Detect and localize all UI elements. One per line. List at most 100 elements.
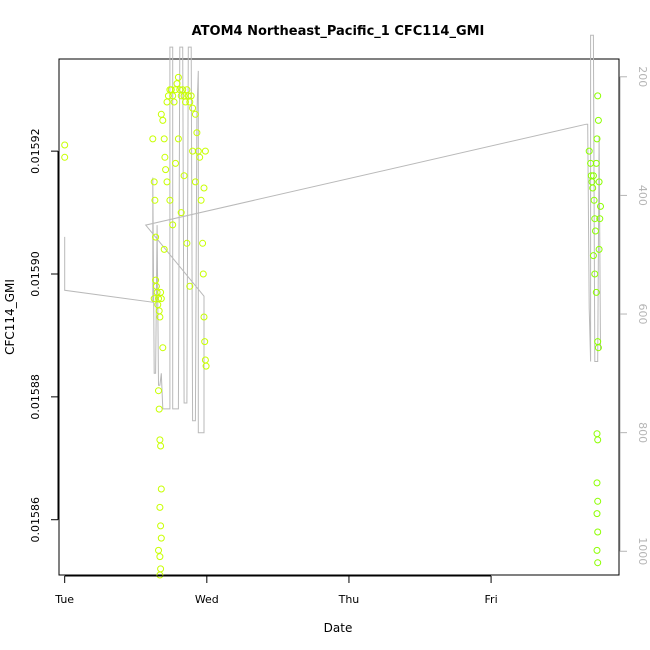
data-point: [594, 436, 602, 444]
y-tick-label: 0.01588: [29, 374, 42, 420]
data-point: [597, 202, 604, 210]
data-point: [594, 92, 602, 100]
data-point: [593, 479, 601, 487]
data-point: [595, 178, 603, 186]
data-point: [177, 92, 185, 100]
plot-frame: [58, 58, 620, 576]
y2-axis: 200 400 600 800 1000: [619, 66, 649, 565]
data-point: [196, 153, 204, 161]
data-point: [157, 565, 165, 573]
data-point: [594, 528, 602, 536]
data-point: [162, 166, 170, 174]
data-point: [173, 80, 181, 88]
data-point: [170, 98, 178, 106]
y2-tick-label: 1000: [636, 537, 649, 565]
data-point: [166, 196, 174, 204]
data-point: [152, 233, 160, 241]
data-point: [596, 215, 604, 223]
data-point: [159, 344, 167, 352]
data-point: [150, 178, 158, 186]
data-point: [595, 245, 603, 253]
data-point: [183, 86, 191, 94]
data-point: [193, 129, 201, 137]
data-point: [201, 147, 209, 155]
y-axis-label: CFC114_GMI: [3, 279, 17, 355]
data-point: [592, 227, 599, 235]
data-point: [189, 147, 197, 155]
data-point: [177, 209, 185, 217]
data-point: [163, 98, 171, 106]
y2-tick-label: 800: [636, 422, 649, 443]
data-point: [202, 362, 210, 370]
data-point: [155, 405, 163, 413]
data-point: [187, 92, 195, 100]
y-tick-label: 0.01590: [29, 251, 42, 297]
data-point: [191, 178, 199, 186]
data-point: [589, 184, 597, 192]
data-point: [149, 135, 157, 143]
data-point: [593, 510, 601, 518]
data-point: [180, 172, 188, 180]
data-point: [585, 147, 593, 155]
data-point: [172, 159, 179, 167]
y2-tick-label: 400: [636, 185, 649, 206]
data-point: [594, 559, 602, 567]
y2-tick-label: 600: [636, 304, 649, 325]
data-point: [156, 553, 164, 561]
data-point: [164, 92, 172, 100]
data-point: [182, 98, 189, 106]
data-point: [150, 295, 158, 303]
data-point: [151, 196, 159, 204]
y-tick-label: 0.01592: [29, 128, 42, 174]
data-point: [590, 196, 598, 204]
y-tick-label: 0.01586: [29, 497, 42, 543]
data-point: [157, 534, 165, 542]
data-point: [591, 215, 599, 223]
data-point: [157, 522, 165, 530]
data-point: [163, 178, 171, 186]
data-point: [160, 135, 168, 143]
data-point: [200, 313, 208, 321]
data-point: [592, 288, 600, 296]
data-point: [155, 546, 162, 554]
data-point: [169, 221, 177, 229]
data-point: [174, 135, 182, 143]
data-point: [589, 252, 597, 260]
data-point: [199, 270, 207, 278]
data-point: [174, 73, 182, 81]
data-point: [156, 503, 164, 511]
data-point: [157, 485, 165, 493]
data-point: [189, 104, 197, 112]
data-point: [186, 282, 194, 290]
data-point: [160, 245, 168, 253]
data-point: [157, 295, 165, 303]
data-point: [593, 430, 601, 438]
data-point: [159, 116, 167, 124]
data-point: [161, 153, 169, 161]
x-tick-label: Wed: [195, 593, 219, 606]
x-tick-label: Thu: [338, 593, 360, 606]
data-point: [594, 344, 602, 352]
data-point: [592, 159, 600, 167]
data-point: [156, 436, 164, 444]
x-tick-label: Fri: [485, 593, 498, 606]
data-point: [593, 135, 601, 143]
point-series: [61, 73, 604, 579]
data-point: [199, 239, 207, 247]
data-point: [197, 196, 205, 204]
data-point: [157, 110, 165, 118]
data-point: [156, 313, 164, 321]
data-point: [589, 172, 597, 180]
x-tick-label: Tue: [54, 593, 74, 606]
data-point: [594, 497, 602, 505]
data-point: [155, 307, 163, 315]
y-axis: 0.01586 0.01588 0.01590 0.01592: [29, 128, 59, 543]
data-point: [155, 295, 162, 303]
data-point: [191, 110, 199, 118]
data-point: [61, 141, 69, 149]
data-point: [156, 571, 164, 579]
data-point: [183, 239, 191, 247]
data-point: [591, 270, 599, 278]
pressure-line: [64, 34, 601, 434]
